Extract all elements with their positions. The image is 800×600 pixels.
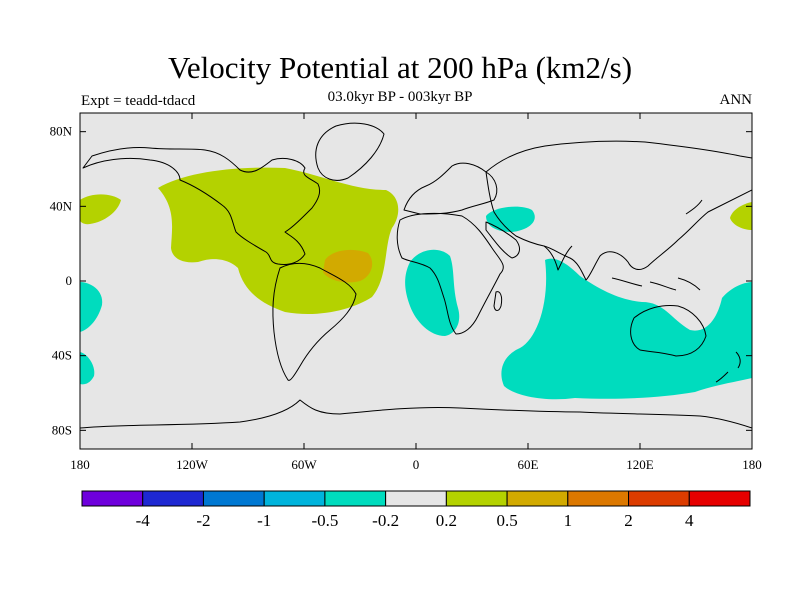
lon-label: 60E xyxy=(518,457,539,472)
lat-label: 0 xyxy=(66,273,73,288)
coastline-antarctica xyxy=(80,399,752,429)
lon-label: 120W xyxy=(176,457,209,472)
colorbar-swatch xyxy=(385,490,447,507)
colorbar-swatch xyxy=(81,490,144,507)
lon-label: 60W xyxy=(291,457,317,472)
colorbar-label: -0.2 xyxy=(372,511,399,530)
page-title: Velocity Potential at 200 hPa (km2/s) xyxy=(167,50,633,85)
colorbar-swatch xyxy=(506,490,569,507)
contour-fill-positive-east-asia xyxy=(730,202,752,230)
coastline-new-zealand xyxy=(715,351,741,383)
colorbar-swatch xyxy=(567,490,630,507)
coastline-japan xyxy=(685,199,703,215)
colorbar-label: 1 xyxy=(564,511,573,530)
contour-fill-negative-middle-east xyxy=(486,206,535,232)
coastline-asia xyxy=(485,140,752,281)
experiment-label: Expt = teadd-tdacd xyxy=(81,93,196,109)
coastline-arabia xyxy=(485,221,520,259)
colorbar-swatch xyxy=(142,490,204,507)
colorbar-swatch xyxy=(324,490,387,507)
lat-label: 80S xyxy=(52,422,72,437)
colorbar-swatch xyxy=(445,490,508,507)
contour-fill-positive-tropical-atlantic-core xyxy=(323,249,373,283)
colorbar-label: -1 xyxy=(257,511,271,530)
coastline-madagascar xyxy=(493,291,503,311)
colorbar-swatch xyxy=(202,490,265,507)
lon-label: 180 xyxy=(742,457,762,472)
colorbar-label: -0.5 xyxy=(311,511,338,530)
period-subtitle: 03.0kyr BP - 003kyr BP xyxy=(327,89,473,105)
colorbar: -4 -2 -1 -0.5 -0.2 0.2 0.5 1 2 4 xyxy=(81,490,751,530)
latitude-axis: 80N 40N 0 40S 80S xyxy=(50,124,752,437)
coastline-africa xyxy=(396,212,504,335)
lat-label: 80N xyxy=(50,124,73,139)
coastline-greenland xyxy=(315,122,385,181)
lon-label: 0 xyxy=(413,457,420,472)
lat-label: 40S xyxy=(52,348,72,363)
colorbar-label: -2 xyxy=(196,511,210,530)
lon-label: 120E xyxy=(626,457,654,472)
lon-label: 180 xyxy=(70,457,90,472)
colorbar-label: 2 xyxy=(624,511,633,530)
contour-fill-negative-south-pacific xyxy=(80,352,95,385)
colorbar-swatch xyxy=(628,490,690,507)
colorbar-label: 0.5 xyxy=(496,511,517,530)
colorbar-label: -4 xyxy=(136,511,151,530)
coastline-south-america xyxy=(272,263,357,381)
colorbar-label: 0.2 xyxy=(436,511,457,530)
season-label: ANN xyxy=(719,92,753,108)
contour-fill-negative-indian-ocean xyxy=(501,258,752,400)
coastline-north-america xyxy=(82,147,321,265)
colorbar-swatch xyxy=(688,490,751,507)
coastline-india xyxy=(543,245,573,271)
longitude-axis: 180 120W 60W 0 60E 120E 180 xyxy=(70,113,762,472)
contour-fill-negative-west-africa xyxy=(405,249,460,336)
contour-fill-negative-central-pacific xyxy=(80,282,103,332)
coastline-australia xyxy=(630,305,707,357)
coastline-indonesia xyxy=(611,277,701,291)
lat-label: 40N xyxy=(50,198,73,213)
colorbar-label: 4 xyxy=(685,511,694,530)
colorbar-swatch xyxy=(263,490,326,507)
contour-fill-positive-north-pacific-west xyxy=(80,194,121,225)
